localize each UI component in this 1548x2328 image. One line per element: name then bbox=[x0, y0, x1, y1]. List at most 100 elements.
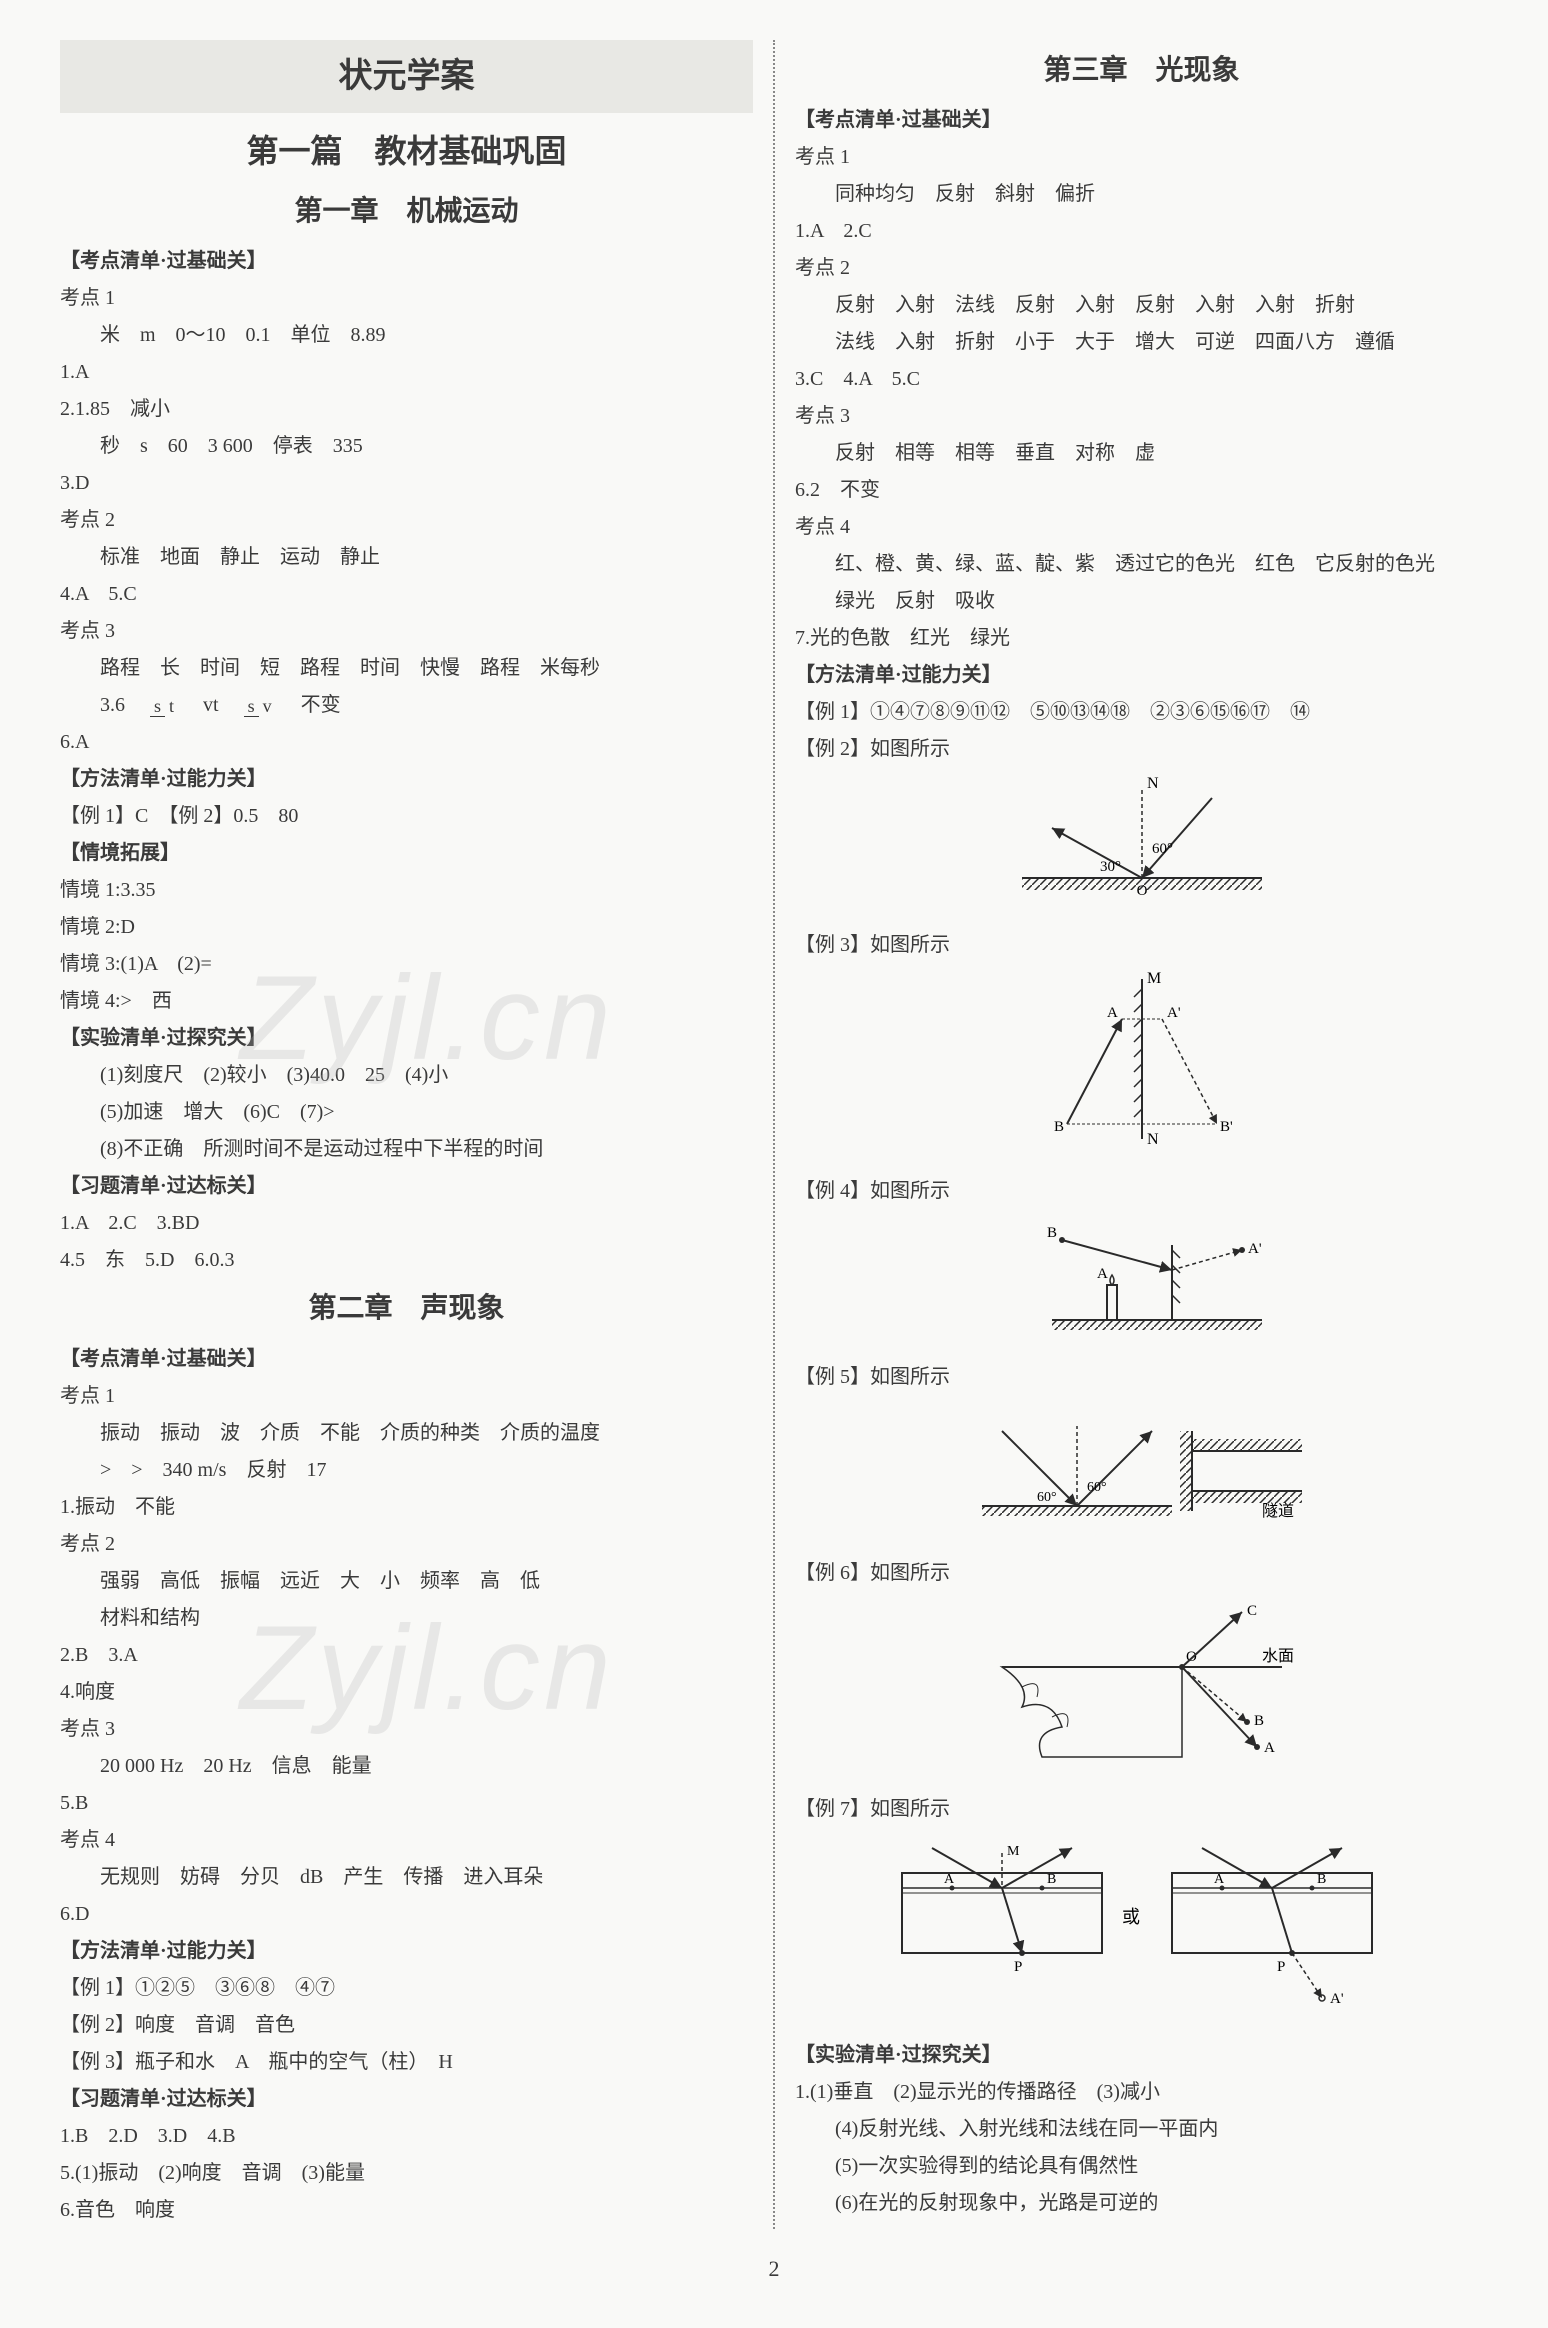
ch1-tj2: (5)加速 增大 (6)C (7)> bbox=[60, 1094, 753, 1130]
ch3-kd4-l2: 绿光 反射 吸收 bbox=[795, 583, 1488, 619]
kd3-l2c: 不变 bbox=[301, 694, 341, 716]
figure-6: 水面 O C B A bbox=[795, 1597, 1488, 1779]
ch2-li3: 【例 3】瓶子和水 A 瓶中的空气（柱） H bbox=[60, 2044, 753, 2080]
ch1-qj1: 情境 1:3.35 bbox=[60, 872, 753, 908]
ch2-db1: 1.B 2.D 3.D 4.B bbox=[60, 2118, 753, 2154]
right-column: 第三章 光现象 【考点清单·过基础关】 考点 1 同种均匀 反射 斜射 偏折 1… bbox=[795, 40, 1488, 2229]
ch1-qj3: 情境 3:(1)A (2)= bbox=[60, 946, 753, 982]
ch1-kd2: 考点 2 bbox=[60, 502, 753, 538]
ch1-db2: 4.5 东 5.D 6.0.3 bbox=[60, 1242, 753, 1278]
ch3-kd1-l1: 同种均匀 反射 斜射 偏折 bbox=[795, 176, 1488, 212]
figure-7: M A B P 或 A bbox=[795, 1833, 1488, 2025]
fig7-Ap: A' bbox=[1330, 1991, 1344, 2007]
ch3-kd4-l3: 7.光的色散 红光 绿光 bbox=[795, 620, 1488, 656]
fig2-O: O bbox=[1136, 883, 1147, 899]
fig2-30: 30° bbox=[1100, 859, 1121, 875]
fig7-M-l: M bbox=[1007, 1844, 1020, 1859]
ch2-db2: 5.(1)振动 (2)响度 音调 (3)能量 bbox=[60, 2155, 753, 2191]
fig3-Bp: B' bbox=[1220, 1119, 1233, 1135]
ch2-kd4-l2: 6.D bbox=[60, 1896, 753, 1932]
ch3-tj2: (4)反射光线、入射光线和法线在同一平面内 bbox=[795, 2111, 1488, 2147]
ch2-kd3: 考点 3 bbox=[60, 1711, 753, 1747]
ch3-li7: 【例 7】如图所示 bbox=[795, 1791, 1488, 1827]
fig7-B-r: B bbox=[1317, 1872, 1326, 1887]
ch1-nengli-header: 【方法清单·过能力关】 bbox=[60, 761, 753, 797]
part-title: 第一篇 教材基础巩固 bbox=[60, 123, 753, 181]
ch2-kd1-l3: 1.振动 不能 bbox=[60, 1489, 753, 1525]
ch3-kd3-l2: 6.2 不变 bbox=[795, 472, 1488, 508]
fig7-or: 或 bbox=[1122, 1907, 1140, 1927]
ch1-kd1-l1: 米 m 0～10 0.1 单位 8.89 bbox=[60, 317, 753, 353]
ch2-kd1-l2: > > 340 m/s 反射 17 bbox=[60, 1452, 753, 1488]
ch2-kd2-l2: 材料和结构 bbox=[60, 1600, 753, 1636]
fig7-P-r: P bbox=[1277, 1959, 1285, 1975]
ch1-kd2-l2: 4.A 5.C bbox=[60, 576, 753, 612]
left-column: 状元学案 第一篇 教材基础巩固 第一章 机械运动 【考点清单·过基础关】 考点 … bbox=[60, 40, 753, 2229]
fig3-N: N bbox=[1147, 1131, 1159, 1148]
ch2-kd4-l1: 无规则 妨碍 分贝 dB 产生 传播 进入耳朵 bbox=[60, 1859, 753, 1895]
ch3-li3: 【例 3】如图所示 bbox=[795, 927, 1488, 963]
chapter-2-title: 第二章 声现象 bbox=[60, 1284, 753, 1334]
figure-5: 60° 60° 隧道 bbox=[795, 1401, 1488, 1543]
ch2-kd2: 考点 2 bbox=[60, 1526, 753, 1562]
ch1-tanjiu-header: 【实验清单·过探究关】 bbox=[60, 1020, 753, 1056]
fig6-B: B bbox=[1254, 1713, 1264, 1729]
ch3-tj3: (5)一次实验得到的结论具有偶然性 bbox=[795, 2148, 1488, 2184]
fig6-A: A bbox=[1264, 1740, 1275, 1756]
ch1-tj3: (8)不正确 所测时间不是运动过程中下半程的时间 bbox=[60, 1131, 753, 1167]
ch1-dabiao-header: 【习题清单·过达标关】 bbox=[60, 1168, 753, 1204]
fig6-water: 水面 bbox=[1262, 1647, 1294, 1665]
main-title: 状元学案 bbox=[60, 40, 753, 113]
fig3-B: B bbox=[1054, 1119, 1064, 1135]
ch1-qj4: 情境 4:> 西 bbox=[60, 983, 753, 1019]
ch2-dabiao-header: 【习题清单·过达标关】 bbox=[60, 2081, 753, 2117]
ch3-kd3-l1: 反射 相等 相等 垂直 对称 虚 bbox=[795, 435, 1488, 471]
ch2-kd4: 考点 4 bbox=[60, 1822, 753, 1858]
ch1-kd1: 考点 1 bbox=[60, 280, 753, 316]
ch2-kd3-l2: 5.B bbox=[60, 1785, 753, 1821]
ch3-kd1: 考点 1 bbox=[795, 139, 1488, 175]
fig6-C: C bbox=[1247, 1603, 1257, 1619]
fig3-M: M bbox=[1147, 970, 1161, 987]
ch2-li2: 【例 2】响度 音调 音色 bbox=[60, 2007, 753, 2043]
ch1-jichu-header: 【考点清单·过基础关】 bbox=[60, 243, 753, 279]
ch1-db1: 1.A 2.C 3.BD bbox=[60, 1205, 753, 1241]
fig4-A: A bbox=[1097, 1266, 1108, 1282]
ch3-li2: 【例 2】如图所示 bbox=[795, 731, 1488, 767]
ch3-kd2-l1: 反射 入射 法线 反射 入射 反射 入射 入射 折射 bbox=[795, 287, 1488, 323]
fig5-tunnel: 隧道 bbox=[1262, 1502, 1294, 1520]
fig4-Ap: A' bbox=[1248, 1241, 1262, 1257]
ch2-kd1: 考点 1 bbox=[60, 1378, 753, 1414]
frac-s-v: sv bbox=[244, 697, 276, 717]
page-layout: 状元学案 第一篇 教材基础巩固 第一章 机械运动 【考点清单·过基础关】 考点 … bbox=[60, 40, 1488, 2229]
fig5-60a: 60° bbox=[1037, 1490, 1057, 1505]
ch3-tanjiu-header: 【实验清单·过探究关】 bbox=[795, 2037, 1488, 2073]
kd3-l2a: 3.6 bbox=[100, 694, 125, 716]
ch2-db3: 6.音色 响度 bbox=[60, 2192, 753, 2228]
ch1-kd2-l1: 标准 地面 静止 运动 静止 bbox=[60, 539, 753, 575]
fig7-B-l: B bbox=[1047, 1872, 1056, 1887]
ch2-kd2-l1: 强弱 高低 振幅 远近 大 小 频率 高 低 bbox=[60, 1563, 753, 1599]
fig2-N: N bbox=[1147, 775, 1159, 792]
ch3-li5: 【例 5】如图所示 bbox=[795, 1359, 1488, 1395]
fig5-60b: 60° bbox=[1087, 1480, 1107, 1495]
ch3-kd3: 考点 3 bbox=[795, 398, 1488, 434]
ch1-kd3-l3: 6.A bbox=[60, 724, 753, 760]
fig7-P-l: P bbox=[1014, 1959, 1022, 1975]
page-number: 2 bbox=[60, 2249, 1488, 2289]
ch3-li1: 【例 1】①④⑦⑧⑨⑪⑫ ⑤⑩⑬⑭⑱ ②③⑥⑮⑯⑰ ⑭ bbox=[795, 694, 1488, 730]
ch3-kd1-l2: 1.A 2.C bbox=[795, 213, 1488, 249]
ch2-kd3-l1: 20 000 Hz 20 Hz 信息 能量 bbox=[60, 1748, 753, 1784]
ch2-kd1-l1: 振动 振动 波 介质 不能 介质的种类 介质的温度 bbox=[60, 1415, 753, 1451]
figure-3: M N A A' B B' bbox=[795, 969, 1488, 1161]
ch3-kd2-l3: 3.C 4.A 5.C bbox=[795, 361, 1488, 397]
fig3-Ap: A' bbox=[1167, 1005, 1181, 1021]
ch2-li1: 【例 1】①②⑤ ③⑥⑧ ④⑦ bbox=[60, 1970, 753, 2006]
ch1-kd3-l2: 3.6 st vt sv 不变 bbox=[60, 687, 753, 723]
ch2-jichu-header: 【考点清单·过基础关】 bbox=[60, 1341, 753, 1377]
fig4-B: B bbox=[1047, 1225, 1057, 1241]
ch1-li1: 【例 1】C 【例 2】0.5 80 bbox=[60, 798, 753, 834]
ch2-kd2-l3: 2.B 3.A bbox=[60, 1637, 753, 1673]
ch3-jichu-header: 【考点清单·过基础关】 bbox=[795, 102, 1488, 138]
ch1-kd3: 考点 3 bbox=[60, 613, 753, 649]
